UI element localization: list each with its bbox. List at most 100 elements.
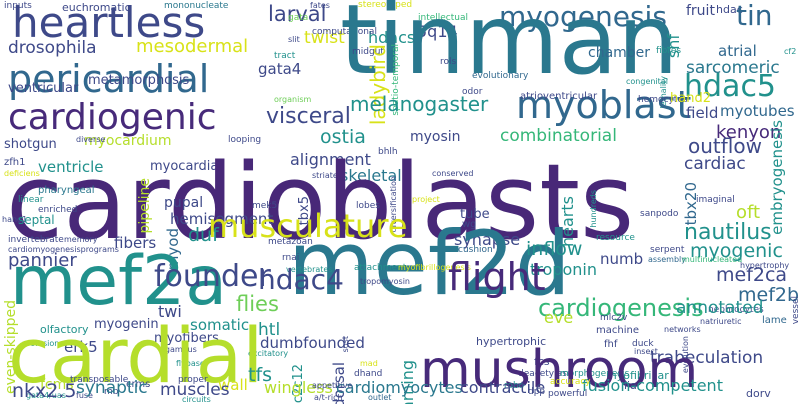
word-inputs: inputs — [4, 1, 32, 11]
word-cardiogenic: cardiogenic — [8, 97, 217, 138]
word-hypertrophy: hypertrophy — [740, 261, 790, 270]
word-hdac4: hdac4 — [258, 263, 344, 296]
word-imaginal: imaginal — [696, 195, 735, 205]
word-rnai: rnai — [282, 253, 300, 263]
word-hand1: hand1 — [2, 215, 28, 224]
word-mushroom: mushroom — [420, 340, 699, 400]
word-synapse: synapse — [454, 230, 521, 249]
word-hypertrophic: hypertrophic — [476, 335, 547, 348]
word-twi: twi — [158, 302, 182, 321]
word-machine: machine — [596, 325, 639, 336]
word-memory: memory — [64, 235, 98, 244]
word-dumbfounded: dumbfounded — [260, 334, 365, 352]
word-myogenic: myogenic — [690, 240, 783, 262]
word-tinman: tinman — [340, 0, 679, 96]
word-morphogenesis: morphogenesis — [560, 369, 630, 379]
word-contractile: contractile — [460, 378, 546, 397]
word-pannier: pannier — [8, 250, 77, 271]
word-fibres: fibres — [656, 46, 682, 56]
word-sarcomeric: sarcomeric — [686, 58, 780, 78]
word-diverse: diverse — [76, 135, 106, 144]
word-tube: tube — [460, 207, 490, 222]
word-striated: striated — [312, 171, 343, 180]
word-pipeline: pipeline — [137, 178, 153, 234]
word-troponin: troponin — [530, 260, 597, 279]
word-resource: resource — [596, 233, 635, 243]
word-drosophila: drosophila — [8, 38, 97, 58]
word-accuracy: accuracy — [550, 377, 591, 387]
word-pericardial: pericardial — [8, 57, 210, 101]
word-outlet: outlet — [368, 393, 392, 402]
word-fates: fates — [310, 1, 330, 10]
word-metamorphosis: metamorphosis — [88, 73, 190, 88]
word-cushion: cushion — [458, 245, 493, 255]
word-tract: tract — [274, 51, 296, 61]
word-hdacs: hdacs — [368, 28, 416, 47]
word-transposable: transposable — [70, 375, 129, 385]
word-nautilus: nautilus — [684, 220, 772, 245]
word-myosin: myosin — [410, 129, 461, 145]
word-field: field — [686, 104, 719, 122]
word-agamous: agamous — [160, 345, 197, 354]
word-kenyon: kenyon — [716, 122, 782, 143]
word-ventricular: ventricular — [8, 81, 79, 96]
word-alignment: alignment — [290, 150, 371, 169]
word-tin: tin — [736, 0, 773, 32]
word-mesodermal: mesodermal — [136, 36, 249, 57]
word-atrial: atrial — [718, 42, 757, 60]
word-ostia: ostia — [320, 126, 366, 148]
word-outflow: outflow — [688, 134, 762, 158]
word-erk5: erk5 — [64, 338, 98, 356]
word-hdac: hdac — [716, 3, 743, 16]
word-hemocytes: hemocytes — [638, 95, 688, 105]
word-proper: proper — [178, 375, 208, 385]
word-shotgun: shotgun — [4, 137, 57, 152]
word-euchromatic: euchromatic — [62, 1, 131, 14]
word-oft: oft — [736, 202, 761, 223]
word-deacetylase: deacetylase — [518, 369, 573, 379]
word-inflow: inflow — [526, 238, 583, 260]
word-linear: linear — [18, 195, 44, 205]
word-congenital: congenital — [626, 77, 668, 86]
word-mef2d: mef2d — [288, 212, 571, 315]
word-dpp: dpp — [528, 387, 546, 397]
word-hdac5: hdac5 — [684, 69, 777, 104]
word-mek5: mek5 — [252, 201, 278, 211]
word-zfh1: zfh1 — [4, 157, 26, 168]
word-myofibrillar: myofibrillar — [606, 369, 669, 382]
word-nephrocytes: nephrocytes — [708, 305, 764, 315]
word-wg: wg — [462, 219, 477, 230]
word-intellectual: intellectual — [418, 13, 469, 23]
word-septal: septal — [18, 213, 55, 227]
word-myofibers: myofibers — [154, 331, 219, 346]
word-vessel: vessel — [791, 296, 801, 325]
word-fruit: fruit — [686, 3, 715, 19]
word-duck: duck — [632, 339, 654, 349]
word-tropomyosin: tropomyosin — [360, 277, 410, 286]
word-cardiomyogenesisprograms: cardiomyogenesisprograms — [8, 245, 119, 254]
word-mef2a: mef2a — [10, 242, 227, 321]
word-fibers: fibers — [114, 234, 157, 252]
word-natriuretic: natriuretic — [700, 317, 742, 326]
word-combinatorial: combinatorial — [500, 126, 617, 146]
word-excitatory: excitatory — [248, 349, 289, 358]
word-pharyngeal: pharyngeal — [38, 185, 95, 196]
word-hand2: hand2 — [670, 91, 711, 106]
word-cardiogenesis: cardiogenesis — [538, 294, 704, 322]
word-lame: lame — [762, 315, 787, 326]
word-fcms: fcms — [40, 377, 74, 393]
word-chamber: chamber — [588, 45, 651, 61]
word-ventricle: ventricle — [38, 158, 104, 176]
word-assembly: assembly — [648, 255, 686, 264]
word-enriched: enriched — [38, 205, 78, 215]
word-hemisegment: hemisegment — [170, 210, 274, 228]
word-eve: eve — [544, 308, 574, 327]
word-multinucleated: multinucleated — [682, 255, 743, 264]
word-atrioventricular: atrioventricular — [520, 91, 598, 102]
word-gata: gata — [288, 13, 309, 23]
word-midgut: midgut — [352, 47, 384, 57]
word-fusion-competent: fusion-competent — [582, 376, 723, 395]
word-fuse: fuse — [76, 391, 93, 400]
word-cf2: cf2 — [784, 47, 797, 56]
